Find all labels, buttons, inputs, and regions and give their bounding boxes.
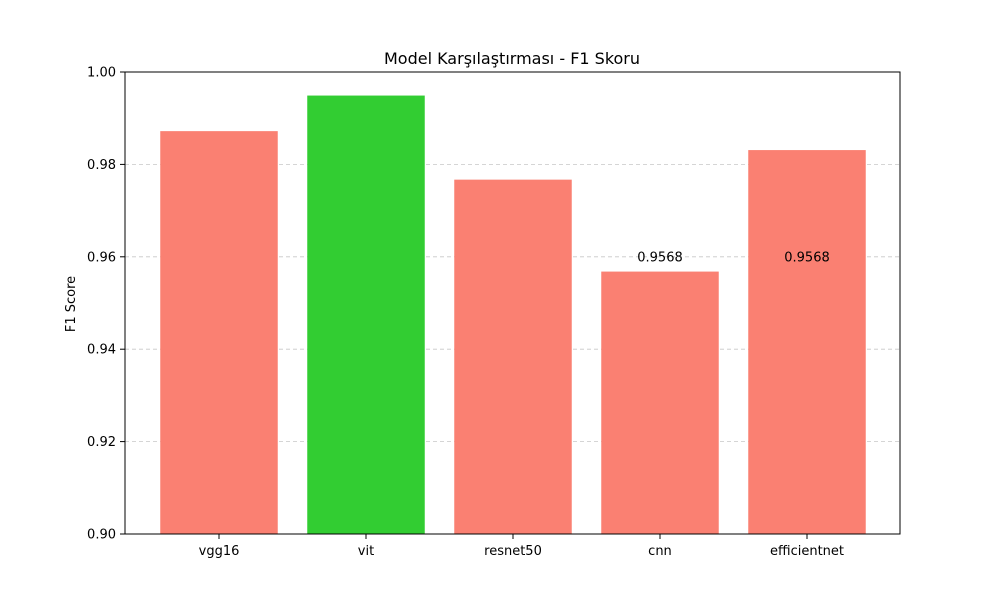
bar-resnet50 — [454, 179, 572, 534]
data-label: 0.9568 — [637, 251, 683, 266]
bar-efficientnet — [748, 150, 866, 534]
data-label: 0.9568 — [784, 251, 830, 266]
x-tick-label: cnn — [648, 544, 672, 559]
x-tick-label: resnet50 — [484, 544, 542, 559]
labels-layer: 0.9568 0.9568 — [637, 251, 830, 266]
bar-cnn — [601, 271, 719, 534]
y-tick-label: 1.00 — [87, 66, 116, 81]
chart-title: Model Karşılaştırması - F1 Skoru — [384, 49, 640, 68]
bar-vit — [307, 95, 425, 534]
y-tick-label: 0.94 — [87, 343, 116, 358]
y-axis-label: F1 Score — [64, 276, 79, 332]
ticks-layer: 0.90 0.92 0.94 0.96 0.98 1.00 vgg16 vit resnet50… — [87, 66, 844, 560]
bar-vgg16 — [160, 131, 278, 535]
x-tick-label: vgg16 — [199, 544, 240, 559]
x-tick-label: vit — [358, 544, 374, 559]
y-tick-label: 0.92 — [87, 435, 116, 450]
y-tick-label: 0.98 — [87, 158, 116, 173]
y-tick-label: 0.96 — [87, 250, 116, 265]
y-tick-label: 0.90 — [87, 528, 116, 543]
x-tick-label: efficientnet — [770, 544, 844, 559]
bars-layer — [160, 95, 866, 535]
